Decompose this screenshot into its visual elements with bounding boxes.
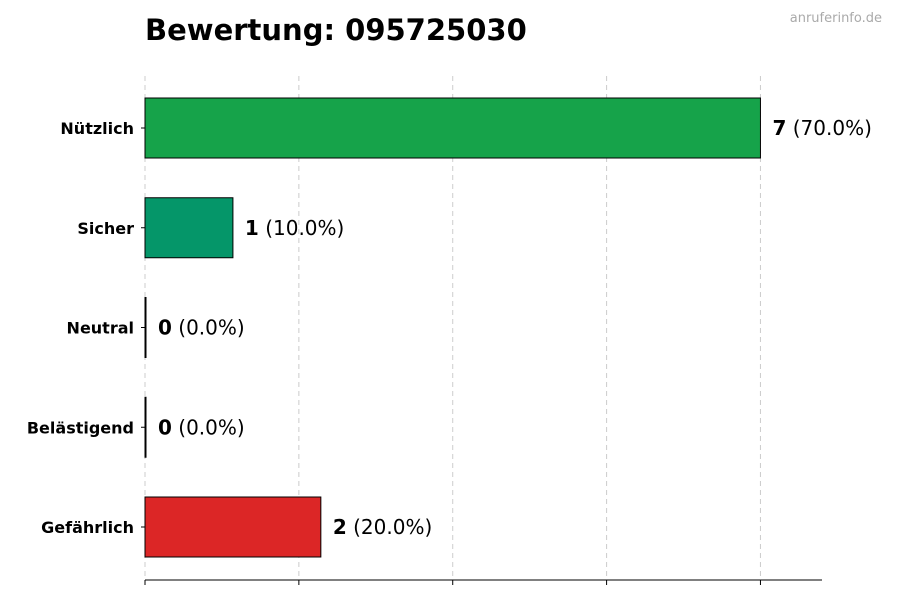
bar-1 (144, 197, 234, 259)
bar-3 (144, 396, 147, 458)
value-label-1: 1 (10.0%) (245, 216, 344, 240)
bars-layer (144, 97, 761, 558)
value-label-4: 2 (20.0%) (333, 515, 432, 539)
value-percent-2: (0.0%) (172, 316, 245, 340)
labels-layer: Nützlich 7 (70.0%) Sicher 1 (10.0%) Neutral 0… (27, 116, 872, 539)
category-label-0: Nützlich (60, 119, 134, 138)
chart-title: Bewertung: 095725030 (145, 13, 527, 47)
watermark: anruferinfo.de (790, 11, 882, 26)
value-count-3: 0 (158, 415, 172, 439)
value-count-4: 2 (333, 515, 347, 539)
value-count-0: 7 (772, 116, 786, 140)
category-label-4: Gefährlich (41, 518, 134, 537)
value-percent-3: (0.0%) (172, 415, 245, 439)
bar-4 (144, 496, 322, 558)
value-label-3: 0 (0.0%) (158, 415, 245, 439)
axis-layer (141, 127, 822, 585)
category-label-3: Belästigend (27, 418, 134, 437)
value-percent-4: (20.0%) (347, 515, 433, 539)
category-label-1: Sicher (77, 219, 134, 238)
bar-2 (144, 297, 147, 358)
value-label-0: 7 (70.0%) (772, 116, 871, 140)
value-count-1: 1 (245, 216, 259, 240)
value-percent-0: (70.0%) (786, 116, 872, 140)
value-label-2: 0 (0.0%) (158, 316, 245, 340)
category-label-2: Neutral (67, 319, 134, 338)
bar-0 (144, 97, 761, 159)
value-count-2: 0 (158, 316, 172, 340)
value-percent-1: (10.0%) (259, 216, 345, 240)
